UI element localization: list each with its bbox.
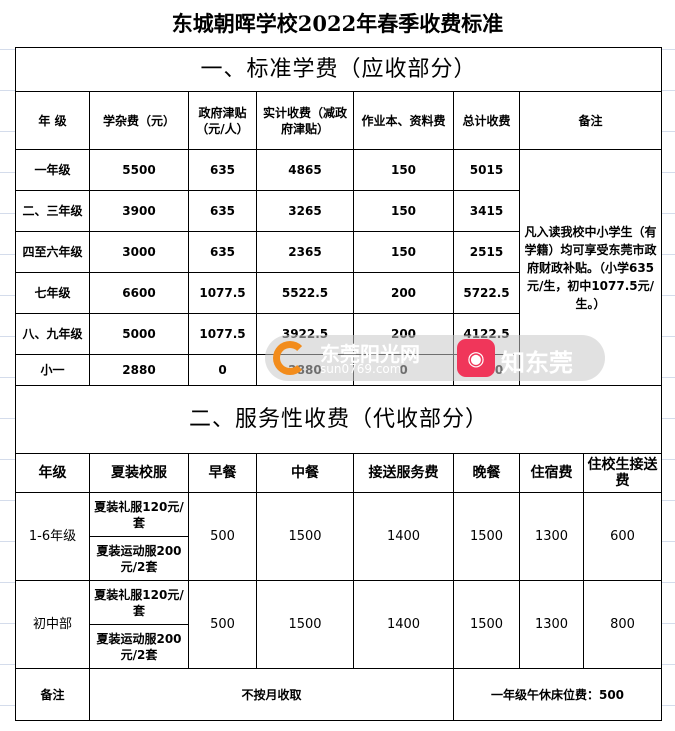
cell: 2515 xyxy=(453,231,520,273)
cell: 1500 xyxy=(256,580,354,669)
header-cell: 实计收费（减政府津贴） xyxy=(256,91,354,150)
cell: 1300 xyxy=(519,580,584,669)
table-row: 七年级 6600 1077.5 5522.5 200 5722.5 xyxy=(15,272,662,314)
cell: 七年级 xyxy=(15,272,90,314)
header-cell: 学杂费（元） xyxy=(89,91,189,150)
grade-cell: 1-6年级 xyxy=(15,492,90,581)
sun0769-logo-icon xyxy=(273,341,307,375)
cell: 150 xyxy=(353,231,454,273)
header-cell: 总计收费 xyxy=(453,91,520,150)
header-cell: 住校生接送费 xyxy=(583,453,662,493)
cell: 800 xyxy=(583,580,662,669)
cell: 0 xyxy=(188,354,257,386)
cell: 2880 xyxy=(89,354,189,386)
table-row: 1-6年级 夏装礼服120元/套 500 1500 1400 1500 1300… xyxy=(15,492,662,581)
cell: 1400 xyxy=(353,580,454,669)
cell: 3265 xyxy=(256,190,354,232)
watermark-site1-url: sun0769.com xyxy=(320,362,402,376)
section1-heading: 一、标准学费（应收部分） xyxy=(15,47,662,92)
section1-header-row: 年 级 学杂费（元） 政府津贴（元/人） 实计收费（减政府津贴） 作业本、资料费… xyxy=(15,91,662,150)
remark-row: 备注 不按月收取 一年级午休床位费：500 xyxy=(15,668,662,721)
cell: 500 xyxy=(188,580,257,669)
remark-right: 一年级午休床位费：500 xyxy=(453,668,662,721)
table-row: 四至六年级 3000 635 2365 150 2515 xyxy=(15,231,662,273)
table-row: 一年级 5500 635 4865 150 5015 凡入读我校中小学生（有学籍）均可享受… xyxy=(15,149,662,386)
cell: 3415 xyxy=(453,190,520,232)
cell: 5500 xyxy=(89,149,189,191)
cell: 6600 xyxy=(89,272,189,314)
header-cell: 晚餐 xyxy=(453,453,520,493)
cell: 1300 xyxy=(519,492,584,581)
uniform-cell: 夏装礼服120元/套 xyxy=(89,492,189,537)
header-cell: 早餐 xyxy=(188,453,257,493)
table-row: 二、三年级 3900 635 3265 150 3415 xyxy=(15,190,662,232)
uniform-cell: 夏装运动服200元/2套 xyxy=(89,536,189,581)
cell: 3000 xyxy=(89,231,189,273)
header-cell: 接送服务费 xyxy=(353,453,454,493)
cell: 2365 xyxy=(256,231,354,273)
table-row: 初中部 夏装礼服120元/套 500 1500 1400 1500 1300 8… xyxy=(15,580,662,669)
cell: 1077.5 xyxy=(188,272,257,314)
cell: 200 xyxy=(353,272,454,314)
remark-label: 备注 xyxy=(15,668,90,721)
header-cell: 年 级 xyxy=(15,91,90,150)
header-cell: 作业本、资料费 xyxy=(353,91,454,150)
uniform-cell: 夏装运动服200元/2套 xyxy=(89,624,189,669)
cell: 1400 xyxy=(353,492,454,581)
cell: 5522.5 xyxy=(256,272,354,314)
cell: 635 xyxy=(188,190,257,232)
cell: 5722.5 xyxy=(453,272,520,314)
header-cell: 政府津贴（元/人） xyxy=(188,91,257,150)
header-cell: 中餐 xyxy=(256,453,354,493)
header-cell: 住宿费 xyxy=(519,453,584,493)
cell: 150 xyxy=(353,149,454,191)
cell: 635 xyxy=(188,149,257,191)
fee-table: 一、标准学费（应收部分） 年 级 学杂费（元） 政府津贴（元/人） 实计收费（减… xyxy=(15,47,662,721)
watermark: 东莞阳光网 sun0769.com ◉ 知东莞 xyxy=(265,335,605,381)
cell: 150 xyxy=(353,190,454,232)
watermark-site1: 东莞阳光网 xyxy=(320,342,420,366)
cell: 600 xyxy=(583,492,662,581)
cell: 635 xyxy=(188,231,257,273)
grade-cell: 初中部 xyxy=(15,580,90,669)
eye-logo-icon: ◉ xyxy=(457,339,495,377)
cell: 3900 xyxy=(89,190,189,232)
section2-header-row: 年级 夏装校服 早餐 中餐 接送服务费 晚餐 住宿费 住校生接送费 xyxy=(15,453,662,493)
cell: 1500 xyxy=(453,580,520,669)
remark-left: 不按月收取 xyxy=(89,668,454,721)
page-title: 东城朝晖学校2022年春季收费标准 xyxy=(0,0,675,47)
header-cell: 夏装校服 xyxy=(89,453,189,493)
cell: 1500 xyxy=(453,492,520,581)
cell: 二、三年级 xyxy=(15,190,90,232)
watermark-site2: 知东莞 xyxy=(501,349,573,377)
cell: 5000 xyxy=(89,313,189,355)
cell: 500 xyxy=(188,492,257,581)
header-cell: 年级 xyxy=(15,453,90,493)
cell: 四至六年级 xyxy=(15,231,90,273)
uniform-cell: 夏装礼服120元/套 xyxy=(89,580,189,625)
section2-heading: 二、服务性收费（代收部分） xyxy=(15,385,662,454)
cell: 4865 xyxy=(256,149,354,191)
header-cell: 备注 xyxy=(519,91,662,150)
cell: 一年级 xyxy=(15,149,90,191)
cell: 1077.5 xyxy=(188,313,257,355)
cell: 5015 xyxy=(453,149,520,191)
cell: 小一 xyxy=(15,354,90,386)
cell: 1500 xyxy=(256,492,354,581)
cell: 八、九年级 xyxy=(15,313,90,355)
